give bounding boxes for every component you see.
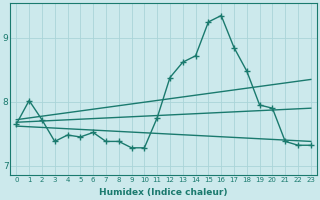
X-axis label: Humidex (Indice chaleur): Humidex (Indice chaleur) bbox=[99, 188, 228, 197]
